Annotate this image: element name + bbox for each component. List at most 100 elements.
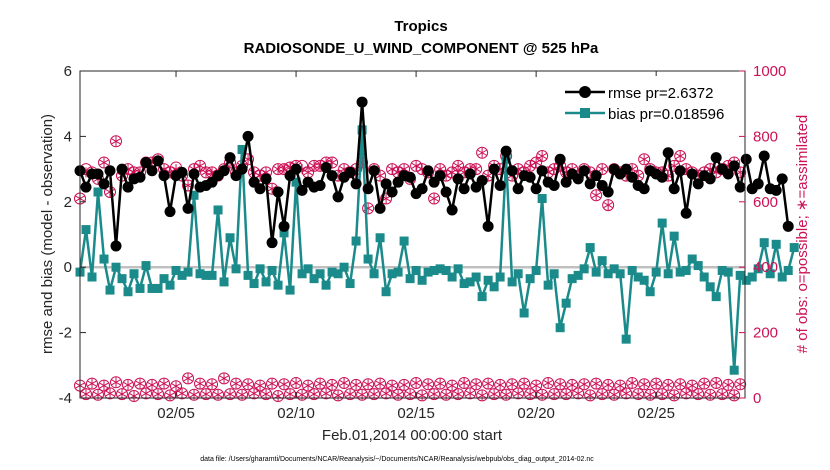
asterisk-stroke (297, 391, 307, 398)
asterisk-stroke (393, 391, 403, 398)
obs-possible-point (194, 377, 207, 390)
asterisk-stroke (525, 391, 535, 398)
rmse-point (152, 155, 164, 167)
obs-possible-point (254, 379, 267, 392)
bias-point (573, 270, 583, 280)
bias-point (303, 264, 313, 274)
asterisk-stroke (339, 380, 349, 386)
obs-assimilated-point (261, 389, 271, 400)
rmse-point (674, 165, 686, 177)
obs-possible-point (536, 388, 549, 401)
rmse-point (266, 237, 278, 249)
bias-point (279, 228, 289, 238)
asterisk-stroke (573, 390, 583, 397)
bias-point (687, 254, 697, 264)
bias-point (423, 267, 433, 277)
obs-assimilated-point (567, 379, 577, 390)
asterisk-stroke (429, 391, 439, 398)
obs-possible-point (698, 377, 711, 390)
y-tick-label: -2 (59, 325, 72, 342)
rmse-point (656, 171, 668, 183)
rmse-point (500, 145, 512, 157)
obs-possible-point (140, 387, 153, 400)
bias-point (189, 190, 199, 200)
asterisk-stroke (291, 380, 301, 386)
rmse-point (578, 165, 590, 177)
bias-point (351, 236, 361, 246)
obs-possible-point (110, 376, 123, 389)
obs-possible-point (386, 379, 399, 392)
obs-possible-point (158, 377, 171, 390)
asterisk-stroke (519, 380, 529, 387)
obs-assimilated-point (681, 388, 691, 399)
obs-possible-point (590, 377, 603, 390)
obs-assimilated-point (675, 379, 685, 390)
obs-possible-point (128, 390, 141, 403)
asterisk-stroke (561, 391, 571, 398)
bias-point (513, 269, 523, 279)
obs-assimilated-point (405, 389, 415, 400)
asterisk-stroke (99, 159, 109, 166)
obs-possible-point (212, 388, 225, 401)
bias-point (165, 280, 175, 290)
obs-possible-point (686, 379, 699, 392)
obs-assimilated-point (639, 154, 649, 165)
bias-point (483, 275, 493, 285)
obs-possible-point (194, 159, 207, 172)
asterisk-stroke (315, 380, 325, 387)
x-tick-label: 02/05 (157, 405, 195, 422)
obs-possible-point (674, 378, 687, 391)
obs-assimilated-point (339, 377, 349, 388)
asterisk-stroke (195, 162, 205, 169)
rmse-point (452, 173, 464, 185)
obs-possible-point (428, 388, 441, 401)
obs-possible-point (614, 379, 627, 392)
chart-subtitle: RADIOSONDE_U_WIND_COMPONENT @ 525 hPa (244, 40, 599, 57)
asterisk-stroke (435, 380, 445, 387)
obs-possible-point (722, 378, 735, 391)
rmse-point (146, 165, 158, 177)
asterisk-stroke (429, 195, 439, 202)
rmse-point (572, 173, 584, 185)
obs-possible-point (284, 388, 297, 401)
rmse-point (326, 170, 338, 182)
y2-tick-label: 1000 (753, 63, 786, 80)
bias-point (285, 285, 295, 295)
obs-possible-point (548, 388, 561, 401)
obs-assimilated-point (123, 379, 133, 390)
obs-assimilated-point (471, 379, 481, 390)
asterisk-stroke (153, 391, 163, 398)
asterisk-stroke (591, 380, 601, 387)
rmse-point (554, 153, 566, 165)
bias-point (387, 269, 397, 279)
rmse-point (530, 183, 542, 195)
legend-bias-label: bias pr=0.018596 (608, 106, 724, 123)
rmse-point (188, 168, 200, 180)
bias-point (519, 308, 529, 318)
bias-point (339, 262, 349, 272)
obs-possible-point (374, 377, 387, 390)
obs-assimilated-point (735, 379, 745, 390)
bias-point (651, 267, 661, 277)
obs-possible-point (464, 387, 477, 400)
obs-possible-point (398, 378, 411, 391)
bias-point (723, 267, 733, 277)
obs-possible-point (98, 379, 111, 392)
bias-point (465, 277, 475, 287)
obs-assimilated-point (183, 373, 193, 384)
asterisk-stroke (117, 391, 127, 398)
obs-possible-point (242, 378, 255, 391)
rmse-point (422, 165, 434, 177)
rmse-point (686, 168, 698, 180)
obs-assimilated-point (693, 389, 703, 400)
bias-point (669, 231, 679, 241)
rmse-point (296, 184, 308, 196)
obs-possible-point (680, 387, 693, 400)
asterisk-stroke (321, 390, 331, 397)
asterisk-stroke (195, 380, 205, 387)
bias-point (453, 264, 463, 274)
asterisk-stroke (609, 391, 619, 398)
obs-assimilated-point (177, 388, 187, 399)
asterisk-stroke (267, 185, 277, 192)
asterisk-stroke (477, 149, 487, 156)
